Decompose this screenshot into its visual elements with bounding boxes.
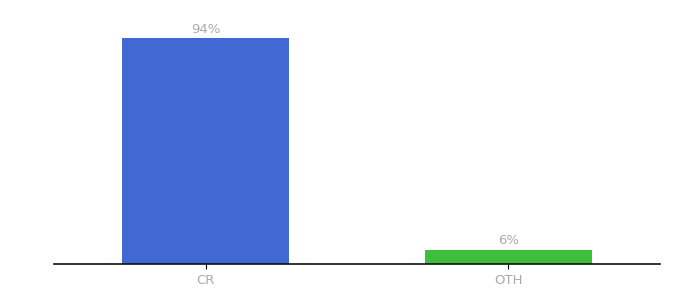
Bar — [425, 250, 592, 264]
Text: 94%: 94% — [191, 22, 220, 35]
Bar — [122, 38, 289, 264]
Text: 6%: 6% — [498, 234, 519, 247]
